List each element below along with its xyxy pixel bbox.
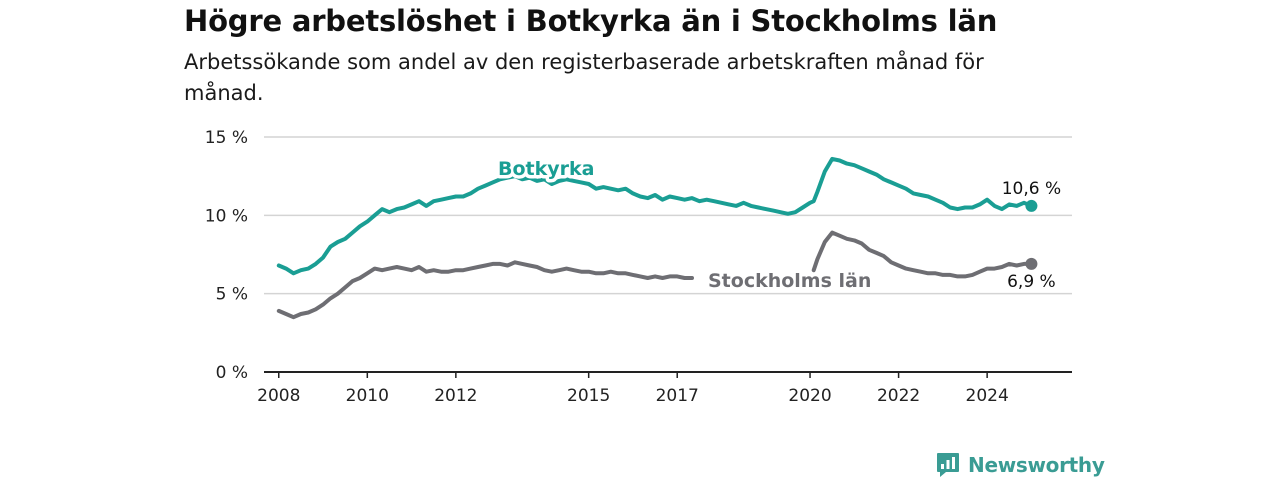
x-tick-label: 2008: [257, 386, 300, 406]
chart-title: Högre arbetslöshet i Botkyrka än i Stock…: [184, 4, 998, 38]
x-tick-label: 2015: [567, 386, 610, 406]
y-tick-label: 10 %: [205, 206, 248, 226]
end-value-label-botkyrka: 10,6 %: [1002, 179, 1061, 199]
y-axis-ticks: 0 % 5 % 10 % 15 %: [205, 128, 248, 383]
end-point-botkyrka: [1025, 199, 1038, 212]
y-tick-label: 15 %: [205, 128, 248, 148]
series-labels: Botkyrka Stockholms län 10,6 % 6,9 %: [495, 155, 1064, 296]
y-tick-label: 5 %: [216, 285, 248, 305]
x-tick-label: 2010: [346, 386, 389, 406]
x-tick-label: 2022: [877, 386, 920, 406]
series-label-stockholms-lan: Stockholms län: [708, 270, 871, 292]
chart-header: Högre arbetslöshet i Botkyrka än i Stock…: [184, 2, 1084, 109]
brand-name: Newsworthy: [968, 453, 1105, 477]
end-point-stockholms-lan: [1025, 257, 1038, 270]
newsworthy-logo-icon: [937, 453, 959, 477]
x-axis: 2008 2010 2012 2015 2017 2020 2022 2024: [257, 371, 1072, 406]
x-tick-label: 2017: [656, 386, 699, 406]
y-tick-label: 0 %: [216, 363, 248, 383]
series-label-botkyrka: Botkyrka: [498, 158, 594, 180]
newsworthy-logo[interactable]: Newsworthy: [936, 450, 1105, 480]
chart-subtitle: Arbetssökande som andel av den registerb…: [184, 50, 984, 105]
x-tick-label: 2024: [966, 386, 1009, 406]
series-line-botkyrka: [276, 156, 1034, 276]
x-tick-label: 2012: [434, 386, 477, 406]
end-value-label-stockholms-lan: 6,9 %: [1007, 272, 1056, 292]
x-tick-label: 2020: [788, 386, 831, 406]
series-line-stockholms-lan: [811, 230, 1034, 279]
gridlines: [264, 136, 1072, 295]
series-line-stockholms-lan: [276, 260, 694, 320]
series-lines: [276, 156, 1038, 320]
